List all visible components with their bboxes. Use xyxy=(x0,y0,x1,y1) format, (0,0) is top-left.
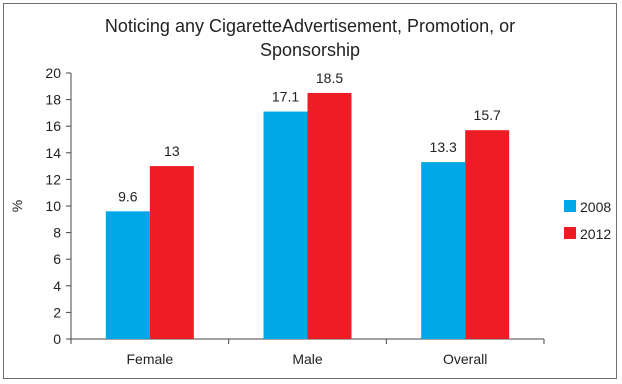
chart-title: Noticing any CigaretteAdvertisement, Pro… xyxy=(104,16,516,60)
y-tick-label: 6 xyxy=(53,251,61,267)
legend-swatch xyxy=(564,200,576,212)
bars: 9.6 13 17.1 18.5 13.3 15.7 xyxy=(105,70,510,339)
bar-2008-male xyxy=(263,111,308,339)
legend: 2008 2012 xyxy=(564,199,611,242)
data-label: 9.6 xyxy=(118,188,138,204)
legend-label: 2008 xyxy=(580,199,611,215)
x-axis: Female Male Overall xyxy=(70,338,545,367)
bar-2012-female xyxy=(149,166,194,339)
legend-swatch xyxy=(564,227,576,239)
y-tick-label: 14 xyxy=(45,145,61,161)
data-label: 13 xyxy=(164,143,180,159)
data-label: 13.3 xyxy=(430,139,457,155)
y-tick-label: 2 xyxy=(53,304,61,320)
data-label: 17.1 xyxy=(272,89,299,105)
y-tick-label: 4 xyxy=(53,278,61,294)
y-tick-label: 0 xyxy=(53,331,61,347)
x-tick-label: Overall xyxy=(443,351,487,367)
bar-2012-male xyxy=(307,92,352,339)
data-label: 18.5 xyxy=(316,70,343,86)
y-tick-label: 16 xyxy=(45,118,61,134)
y-tick-label: 18 xyxy=(45,92,61,108)
bar-2008-female xyxy=(105,211,150,339)
y-axis-title: % xyxy=(9,200,25,212)
y-tick-label: 8 xyxy=(53,225,61,241)
y-tick-label: 12 xyxy=(45,171,61,187)
bar-2008-overall xyxy=(421,162,466,339)
data-label: 15.7 xyxy=(474,107,501,123)
x-tick-label: Female xyxy=(126,351,173,367)
legend-label: 2012 xyxy=(580,226,611,242)
x-tick-label: Male xyxy=(292,351,323,367)
y-tick-label: 10 xyxy=(45,198,61,214)
y-tick-label: 20 xyxy=(45,65,61,81)
y-axis: 0 2 4 6 8 10 12 14 16 18 20% xyxy=(9,65,72,347)
bar-2012-overall xyxy=(465,130,510,339)
